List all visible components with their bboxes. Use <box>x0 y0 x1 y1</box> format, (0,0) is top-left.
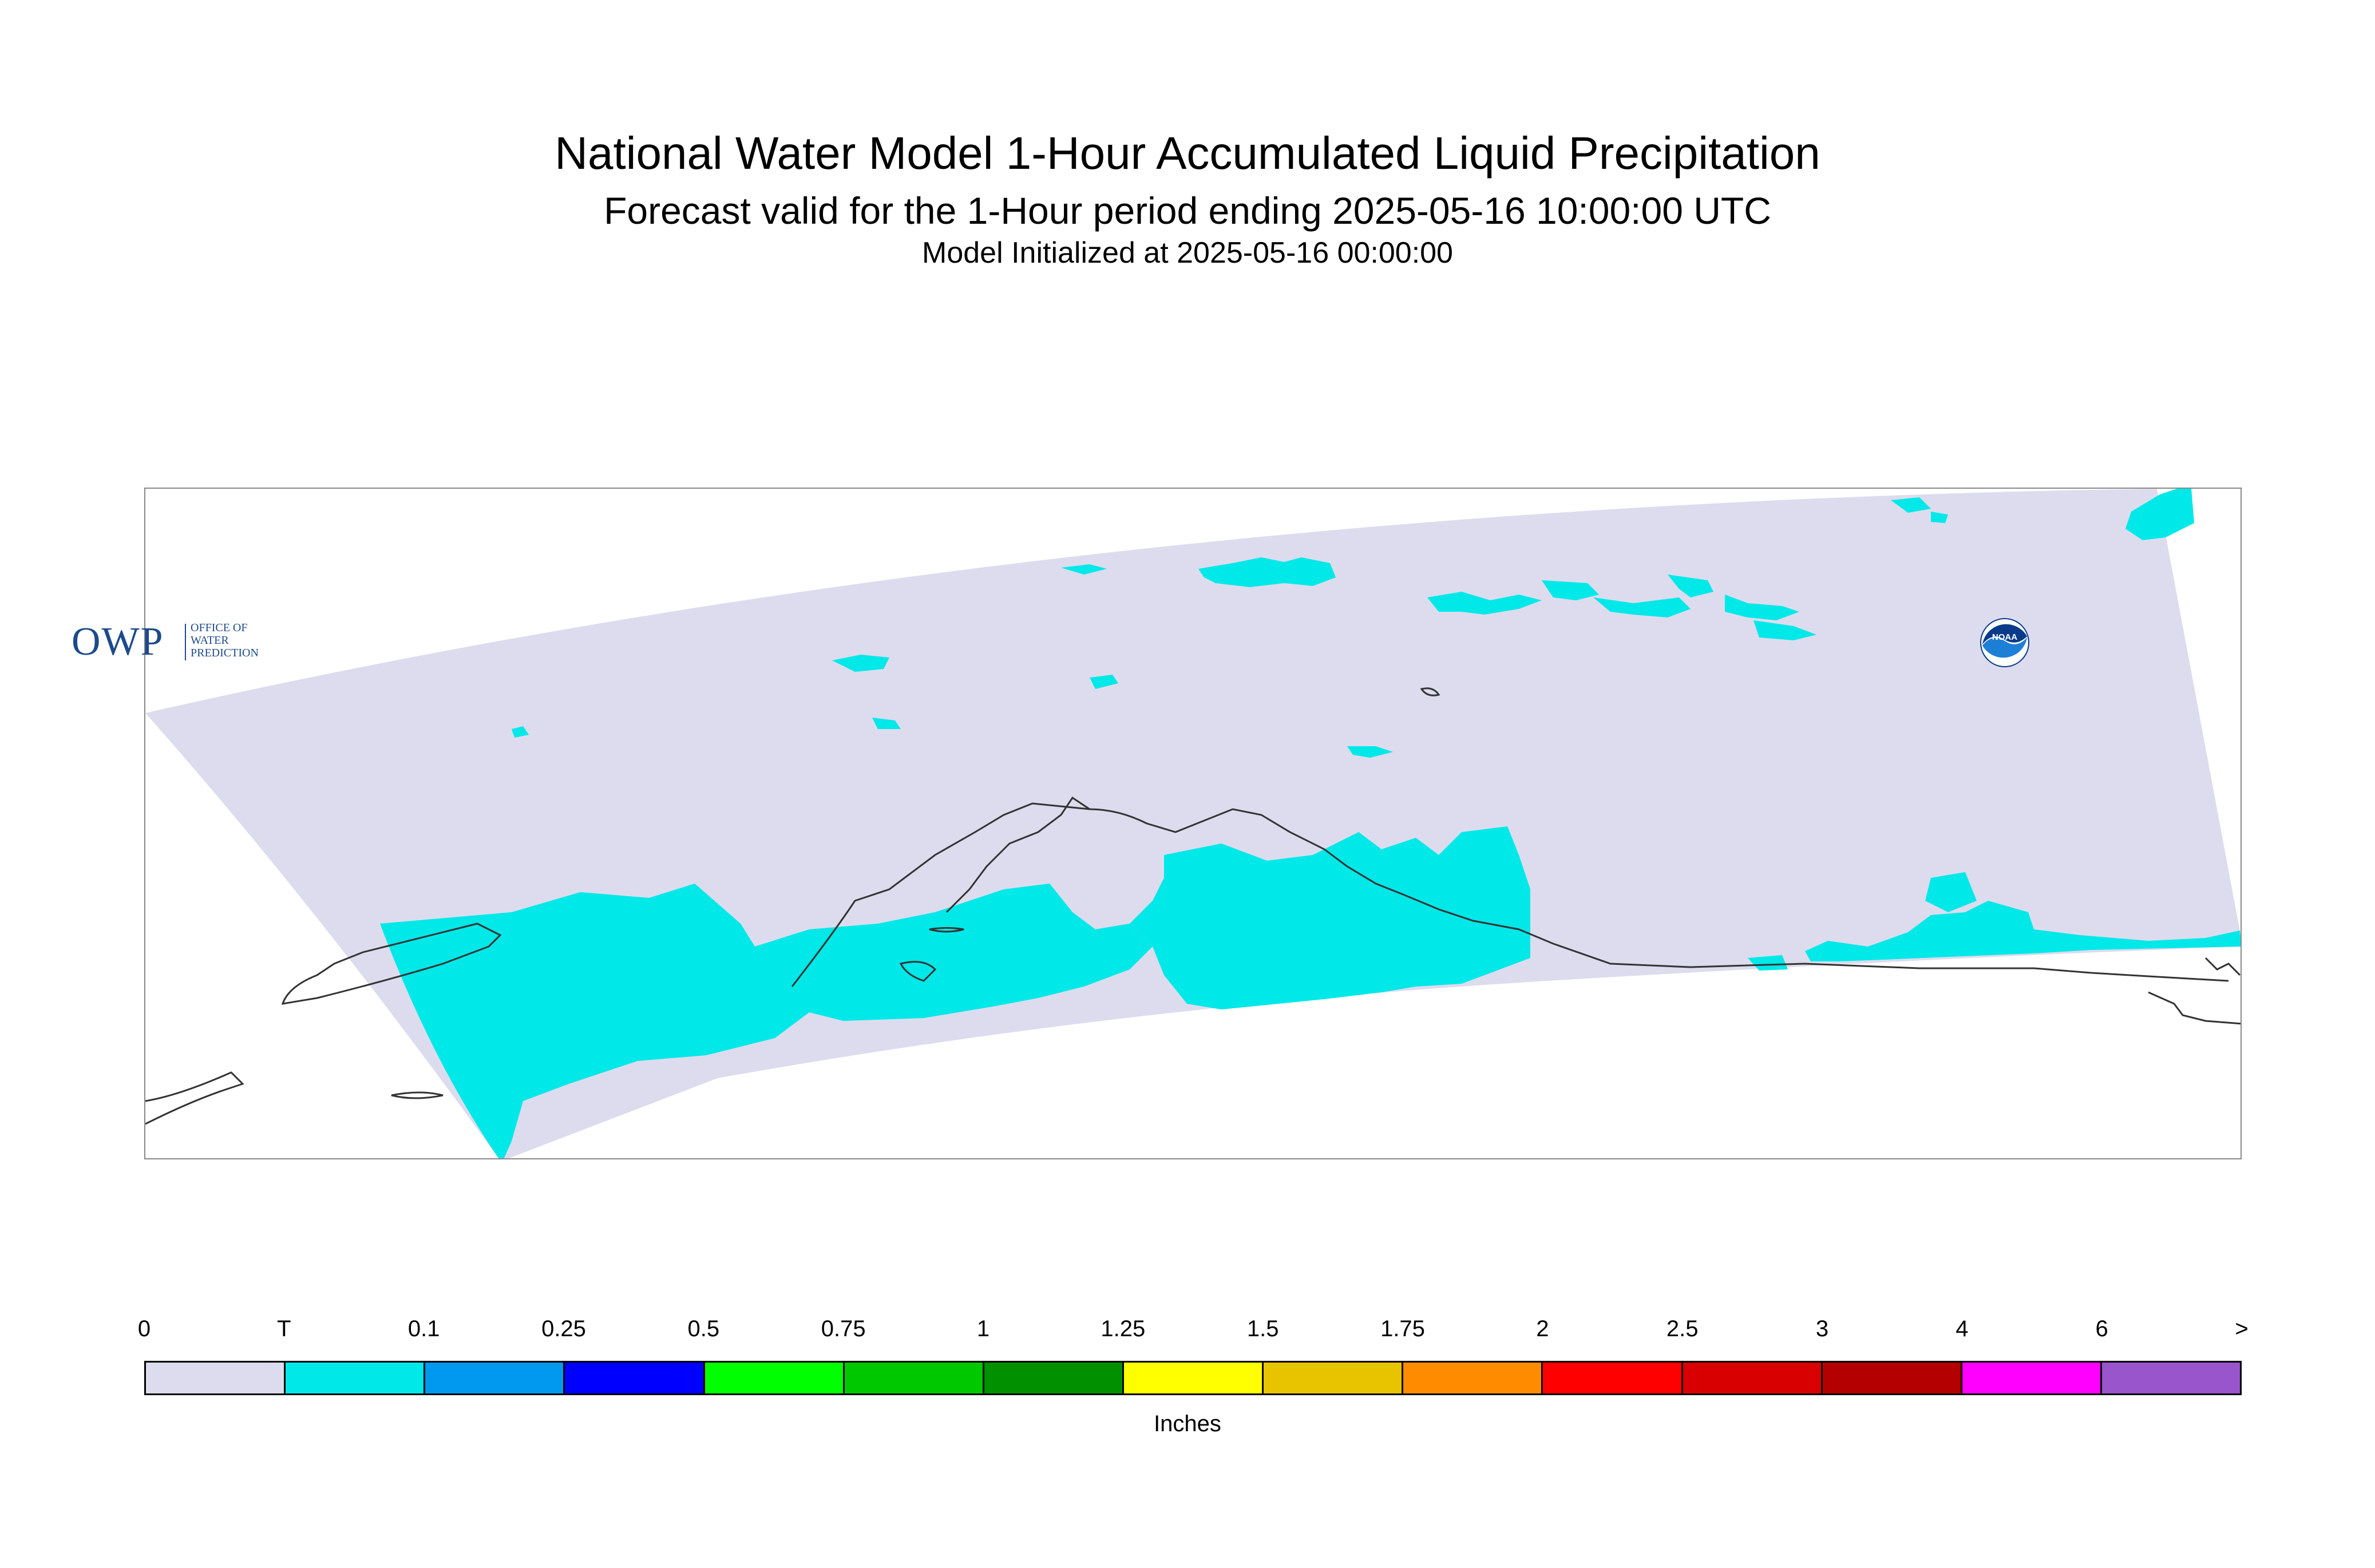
legend-tick-label: 0.25 <box>541 1316 586 1341</box>
legend-tick-label: 6 <box>2095 1316 2108 1341</box>
noaa-logo-icon: NOAA <box>1980 618 2029 667</box>
owp-logo: OWP OFFICE OF WATER PREDICTION <box>72 619 312 665</box>
legend-tick-label: 0.75 <box>821 1316 866 1341</box>
legend-tick-label: 1 <box>976 1316 990 1341</box>
legend-swatch-6 <box>984 1363 1124 1393</box>
owp-logo-mark: OWP <box>72 620 164 664</box>
legend-tick-label: 1.25 <box>1101 1316 1146 1341</box>
map-panel <box>144 488 2242 1159</box>
legend-units-label: Inches <box>1154 1411 1221 1436</box>
owp-logo-line1: OFFICE OF <box>191 621 248 634</box>
legend-tick-label: 0.5 <box>687 1316 720 1341</box>
model-init-subtitle: Model Initialized at 2025-05-16 00:00:00 <box>922 236 1453 270</box>
owp-logo-divider <box>185 624 186 660</box>
legend-swatch-3 <box>565 1363 705 1393</box>
legend-swatch-7 <box>1123 1363 1264 1393</box>
legend-tick-label: 1.75 <box>1380 1316 1425 1341</box>
legend-swatch-4 <box>704 1363 845 1393</box>
map-title: National Water Model 1-Hour Accumulated … <box>555 128 1820 179</box>
legend-tick-labels: 0 T 0.1 0.25 0.5 0.75 1 1.25 1.5 1.75 2 2.5 3 4 6 > <box>138 1316 2249 1351</box>
forecast-valid-subtitle: Forecast valid for the 1-Hour period end… <box>604 189 1771 232</box>
owp-logo-line3: PREDICTION <box>191 647 259 659</box>
coastlines <box>145 687 2241 1125</box>
legend-swatch-11 <box>1683 1363 1823 1393</box>
legend-swatch-12 <box>1822 1363 1962 1393</box>
legend-tick-label: 0 <box>137 1316 151 1341</box>
legend-tick-label: 2.5 <box>1666 1316 1699 1341</box>
legend-swatch-8 <box>1264 1363 1404 1393</box>
legend-swatch-14 <box>2101 1363 2241 1393</box>
legend-swatch-2 <box>425 1363 565 1393</box>
legend-tick-label: 3 <box>1815 1316 1829 1341</box>
legend-swatch-1 <box>286 1363 426 1393</box>
precipitation-map <box>145 489 2241 1158</box>
legend-tick-label: 1.5 <box>1246 1316 1279 1341</box>
legend-swatch-13 <box>1962 1363 2102 1393</box>
legend-swatch-0 <box>146 1363 286 1393</box>
legend-swatch-9 <box>1403 1363 1543 1393</box>
legend-tick-label: 4 <box>1956 1316 1969 1341</box>
legend-tick-label: 0.1 <box>407 1316 440 1341</box>
legend-color-bar <box>144 1361 2242 1395</box>
legend-tick-label: T <box>277 1316 291 1341</box>
legend-tick-label: 2 <box>1536 1316 1549 1341</box>
legend-tick-label: > <box>2235 1316 2249 1341</box>
legend-swatch-10 <box>1543 1363 1683 1393</box>
legend-swatch-5 <box>844 1363 984 1393</box>
noaa-logo-text: NOAA <box>1992 632 2017 642</box>
owp-logo-line2: WATER <box>191 634 229 647</box>
trace-precip-areas <box>380 489 2241 1158</box>
